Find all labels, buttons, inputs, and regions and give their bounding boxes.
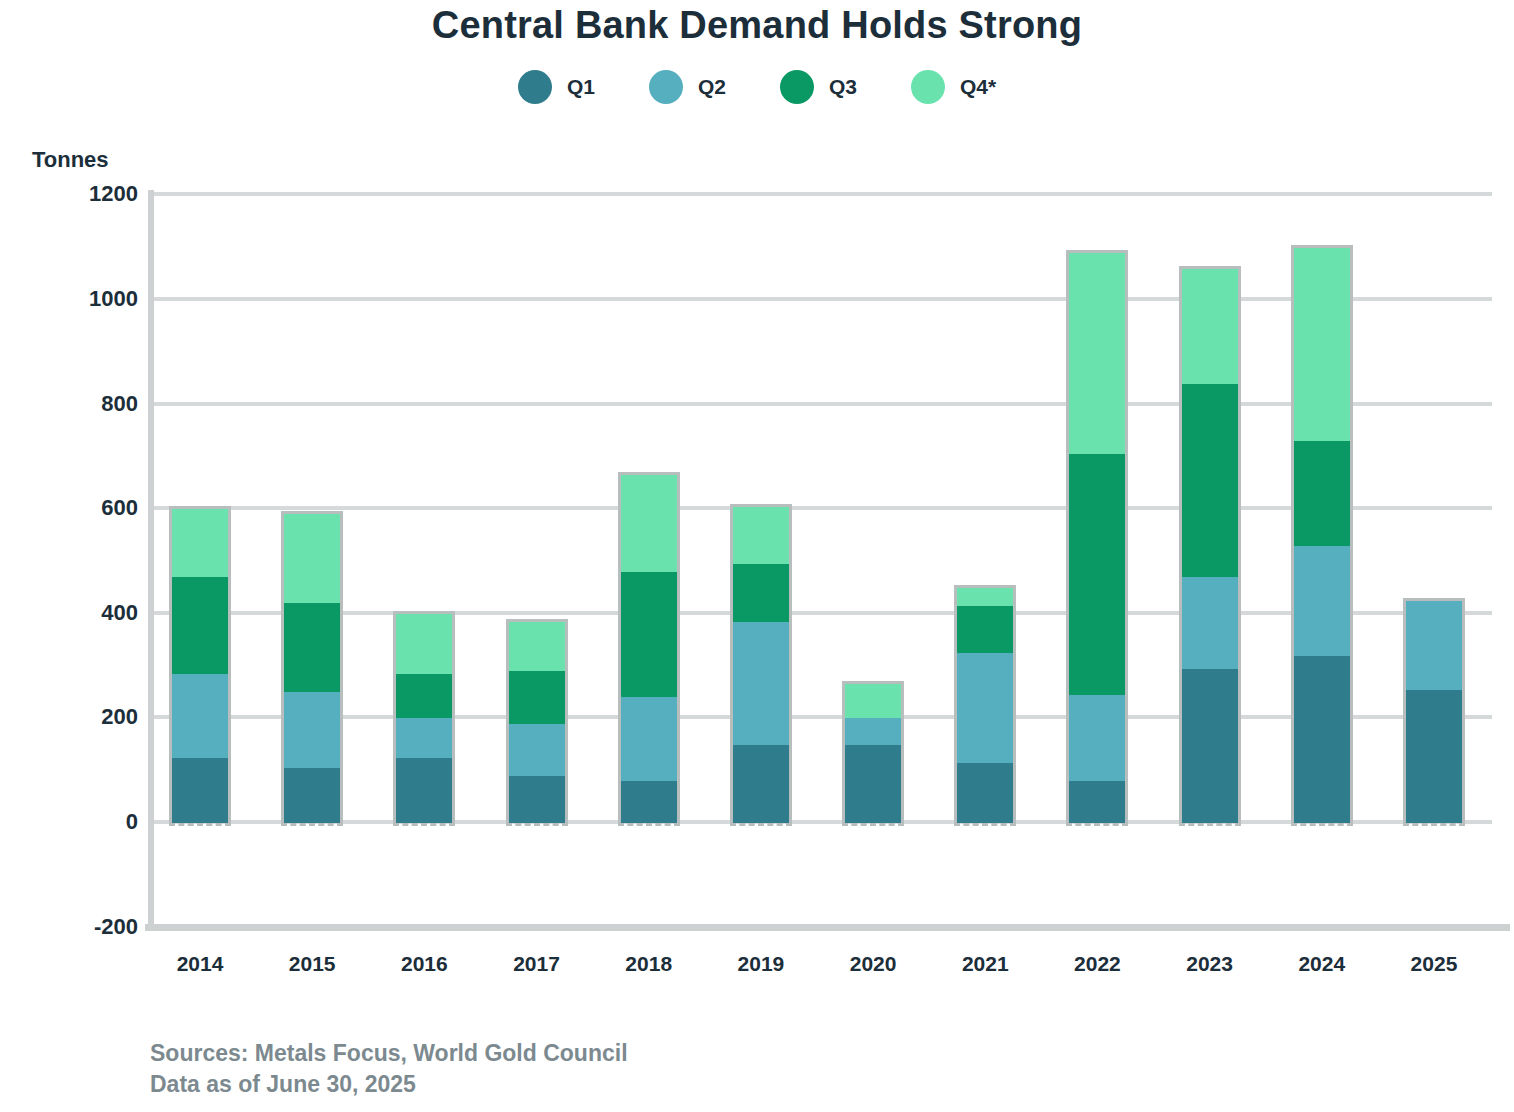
bar-segment-q3-2021 (957, 606, 1013, 653)
y-axis-title: Tonnes (32, 147, 109, 173)
bar-segment-q4-2017 (509, 622, 565, 672)
x-tick-label-2021: 2021 (929, 952, 1041, 976)
bar-segment-q2-2025 (1406, 601, 1462, 690)
y-axis-spine (148, 190, 154, 931)
bar-2025 (1403, 598, 1465, 826)
legend-label-q3: Q3 (829, 75, 857, 99)
bar-segment-q1-2020 (845, 745, 901, 823)
bar-2014 (169, 506, 231, 826)
bar-2023 (1179, 266, 1241, 826)
x-tick-label-2018: 2018 (593, 952, 705, 976)
bar-segment-q2-2017 (509, 724, 565, 776)
legend: Q1 Q2 Q3 Q4* (0, 70, 1514, 104)
x-tick-label-2015: 2015 (256, 952, 368, 976)
legend-label-q2: Q2 (698, 75, 726, 99)
bar-2019 (730, 504, 792, 826)
legend-item-q4: Q4* (911, 70, 996, 104)
legend-label-q4: Q4* (960, 75, 996, 99)
chart-title: Central Bank Demand Holds Strong (0, 4, 1514, 47)
source-note: Sources: Metals Focus, World Gold Counci… (150, 1040, 628, 1067)
bar-segment-q4-2019 (733, 507, 789, 565)
x-tick-label-2025: 2025 (1378, 952, 1490, 976)
bar-segment-q2-2022 (1069, 695, 1125, 781)
bar-segment-q2-2018 (621, 697, 677, 781)
legend-item-q2: Q2 (649, 70, 726, 104)
y-tick-label-1000: 1000 (38, 286, 138, 312)
y-tick-label-800: 800 (38, 391, 138, 417)
bar-segment-q4-2023 (1182, 269, 1238, 384)
y-tick-label-400: 400 (38, 600, 138, 626)
bar-segment-q1-2017 (509, 776, 565, 823)
legend-swatch-q4-icon (911, 70, 945, 104)
bar-segment-q1-2022 (1069, 781, 1125, 823)
bar-segment-q2-2014 (172, 674, 228, 758)
bar-segment-q1-2018 (621, 781, 677, 823)
bar-segment-q3-2015 (284, 603, 340, 692)
bar-segment-q3-2023 (1182, 384, 1238, 578)
bar-segment-q1-2016 (396, 758, 452, 823)
legend-item-q3: Q3 (780, 70, 857, 104)
y-tick-label-1200: 1200 (38, 181, 138, 207)
bar-segment-q1-2023 (1182, 669, 1238, 823)
chart-canvas: Central Bank Demand Holds Strong Q1 Q2 Q… (0, 0, 1514, 1112)
x-tick-label-2017: 2017 (481, 952, 593, 976)
bar-2017 (506, 619, 568, 826)
x-tick-label-2016: 2016 (368, 952, 480, 976)
bar-2016 (393, 611, 455, 826)
bar-segment-q3-2024 (1294, 441, 1350, 546)
bar-segment-q4-2016 (396, 614, 452, 674)
bar-segment-q3-2022 (1069, 454, 1125, 695)
bar-segment-q4-2015 (284, 514, 340, 603)
bar-segment-q2-2019 (733, 622, 789, 745)
y-tick-label-0: 0 (38, 809, 138, 835)
bar-segment-q4-2020 (845, 684, 901, 718)
bar-segment-q1-2024 (1294, 656, 1350, 823)
x-tick-label-2022: 2022 (1041, 952, 1153, 976)
bar-2018 (618, 472, 680, 826)
x-tick-label-2020: 2020 (817, 952, 929, 976)
bar-segment-q4-2014 (172, 509, 228, 577)
bar-segment-q2-2016 (396, 718, 452, 757)
x-tick-label-2023: 2023 (1154, 952, 1266, 976)
x-tick-label-2024: 2024 (1266, 952, 1378, 976)
bar-2024 (1291, 245, 1353, 826)
bar-segment-q2-2024 (1294, 546, 1350, 656)
y-tick-label-600: 600 (38, 495, 138, 521)
bar-2021 (954, 585, 1016, 826)
bar-segment-q1-2025 (1406, 690, 1462, 823)
y-tick-label--200: -200 (38, 914, 138, 940)
x-axis-spine (145, 924, 1510, 931)
bar-2015 (281, 511, 343, 826)
bar-segment-q3-2019 (733, 564, 789, 622)
legend-item-q1: Q1 (518, 70, 595, 104)
legend-swatch-q3-icon (780, 70, 814, 104)
bar-segment-q1-2021 (957, 763, 1013, 823)
bar-segment-q1-2015 (284, 768, 340, 823)
x-tick-label-2019: 2019 (705, 952, 817, 976)
bar-segment-q4-2024 (1294, 248, 1350, 442)
bar-2022 (1066, 250, 1128, 826)
bar-segment-q2-2023 (1182, 577, 1238, 669)
y-tick-label-200: 200 (38, 704, 138, 730)
date-note: Data as of June 30, 2025 (150, 1071, 416, 1098)
bar-segment-q1-2014 (172, 758, 228, 823)
legend-swatch-q1-icon (518, 70, 552, 104)
legend-label-q1: Q1 (567, 75, 595, 99)
bar-segment-q3-2017 (509, 671, 565, 723)
bar-2020 (842, 681, 904, 826)
bar-segment-q4-2018 (621, 475, 677, 572)
bar-segment-q2-2021 (957, 653, 1013, 763)
x-tick-label-2014: 2014 (144, 952, 256, 976)
gridline-1200 (151, 192, 1492, 196)
bar-segment-q2-2020 (845, 718, 901, 744)
bar-segment-q3-2014 (172, 577, 228, 674)
bar-segment-q3-2016 (396, 674, 452, 718)
bar-segment-q1-2019 (733, 745, 789, 823)
legend-swatch-q2-icon (649, 70, 683, 104)
bar-segment-q4-2021 (957, 588, 1013, 606)
bar-segment-q2-2015 (284, 692, 340, 768)
bar-segment-q4-2022 (1069, 253, 1125, 454)
bar-segment-q3-2018 (621, 572, 677, 698)
